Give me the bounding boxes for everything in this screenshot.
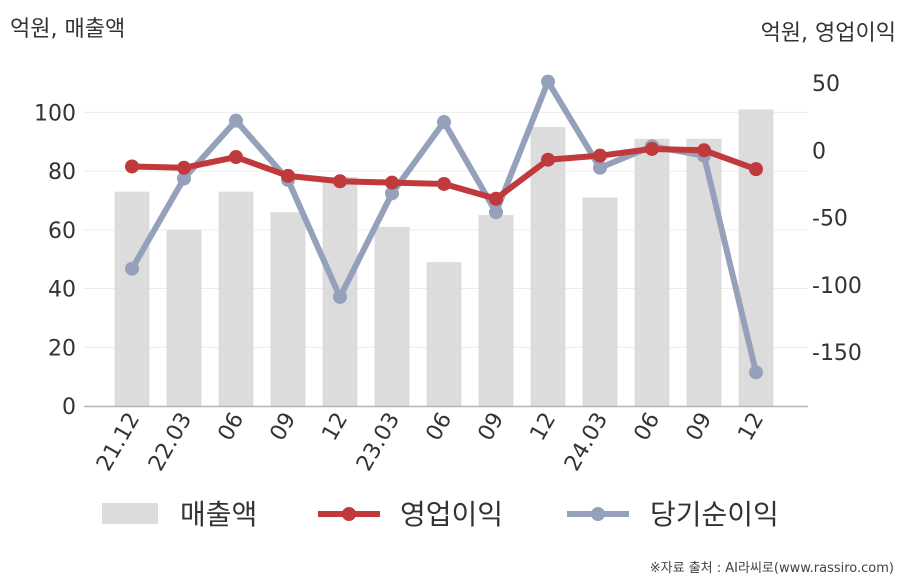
x-tick-label: 12 xyxy=(734,409,770,446)
revenue-bar xyxy=(582,197,618,406)
series-point-영업이익 xyxy=(489,191,503,206)
revenue-bar xyxy=(166,229,202,406)
legend-swatch-bar xyxy=(102,503,158,524)
right-tick-label: 50 xyxy=(812,72,840,97)
legend-label: 당기순이익 xyxy=(650,498,779,531)
series-point-영업이익 xyxy=(385,175,399,190)
series-point-영업이익 xyxy=(593,148,607,163)
x-tick-label: 21.12 xyxy=(92,409,145,476)
series-point-당기순이익 xyxy=(125,261,139,276)
series-point-영업이익 xyxy=(333,174,347,189)
x-tick-label: 06 xyxy=(422,409,458,446)
series-point-영업이익 xyxy=(749,162,763,177)
series-point-당기순이익 xyxy=(333,289,347,304)
series-point-영업이익 xyxy=(541,152,555,167)
x-tick-label: 23.03 xyxy=(352,409,405,476)
legend: 매출액 영업이익 당기순이익 xyxy=(102,498,779,531)
x-tick-label: 09 xyxy=(682,409,718,446)
left-axis-label: 억원, 매출액 xyxy=(10,17,125,42)
legend-label: 매출액 xyxy=(180,498,257,531)
profit-lines xyxy=(125,74,763,380)
series-point-영업이익 xyxy=(125,159,139,174)
right-tick-label: -50 xyxy=(812,207,848,232)
revenue-bar xyxy=(218,191,254,406)
series-point-당기순이익 xyxy=(749,365,763,380)
series-point-당기순이익 xyxy=(489,205,503,220)
legend-swatch-point xyxy=(591,507,605,521)
series-point-영업이익 xyxy=(229,150,243,165)
left-tick-label: 20 xyxy=(48,336,76,361)
right-tick-label: 0 xyxy=(812,139,826,164)
left-tick-label: 40 xyxy=(48,278,76,303)
series-point-영업이익 xyxy=(281,168,295,183)
right-tick-label: -100 xyxy=(812,274,862,299)
x-tick-label: 06 xyxy=(630,409,666,446)
left-tick-label: 60 xyxy=(48,219,76,244)
left-axis-ticks: 0 20 40 60 80 100 xyxy=(34,101,76,420)
x-tick-label: 09 xyxy=(266,409,302,446)
revenue-bars xyxy=(114,109,774,407)
series-point-당기순이익 xyxy=(177,171,191,186)
left-tick-label: 0 xyxy=(62,395,76,420)
revenue-bar xyxy=(530,127,566,406)
x-tick-label: 09 xyxy=(474,409,510,446)
series-point-당기순이익 xyxy=(541,74,555,89)
revenue-bar xyxy=(478,215,514,406)
revenue-bar xyxy=(426,262,462,406)
left-tick-label: 100 xyxy=(34,101,76,126)
revenue-bar xyxy=(686,138,722,407)
series-point-당기순이익 xyxy=(229,113,243,128)
series-point-영업이익 xyxy=(697,143,711,158)
series-point-영업이익 xyxy=(437,176,451,191)
revenue-bar xyxy=(738,109,774,406)
x-tick-label: 06 xyxy=(214,409,250,446)
series-point-당기순이익 xyxy=(593,160,607,175)
source-note: ※자료 출처 : AI라씨로(www.rassiro.com) xyxy=(650,561,894,576)
revenue-bar xyxy=(270,212,306,406)
series-point-당기순이익 xyxy=(385,186,399,201)
x-tick-label: 12 xyxy=(526,409,562,446)
x-tick-label: 24.03 xyxy=(560,409,613,476)
series-point-영업이익 xyxy=(645,141,659,156)
right-axis-ticks: 50 0 -50 -100 -150 xyxy=(812,72,862,366)
left-tick-label: 80 xyxy=(48,160,76,185)
revenue-bar xyxy=(634,138,670,407)
x-tick-label: 12 xyxy=(318,409,354,446)
series-point-영업이익 xyxy=(177,160,191,175)
right-tick-label: -150 xyxy=(812,341,862,366)
revenue-bar xyxy=(374,226,410,406)
legend-swatch-point xyxy=(342,507,356,521)
revenue-bar xyxy=(114,191,150,406)
legend-label: 영업이익 xyxy=(400,498,503,531)
x-tick-label: 22.03 xyxy=(144,409,197,476)
right-axis-label: 억원, 영업이익 xyxy=(761,21,896,46)
series-point-당기순이익 xyxy=(437,115,451,130)
